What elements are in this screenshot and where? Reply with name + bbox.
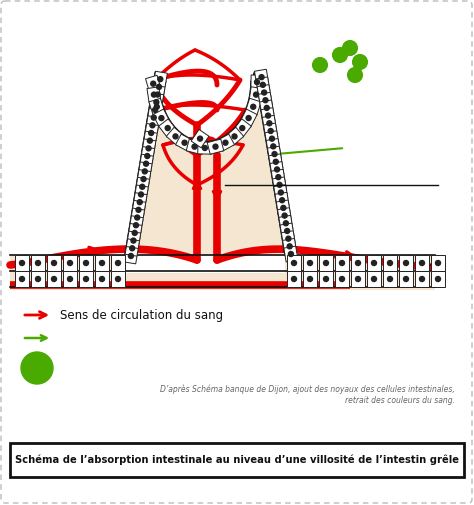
Polygon shape: [261, 108, 275, 124]
Polygon shape: [273, 177, 287, 193]
Polygon shape: [276, 200, 291, 216]
Polygon shape: [207, 139, 224, 154]
Polygon shape: [282, 231, 295, 246]
Polygon shape: [415, 271, 429, 287]
Circle shape: [100, 277, 104, 281]
Polygon shape: [95, 271, 109, 287]
Circle shape: [146, 146, 151, 151]
Polygon shape: [287, 255, 301, 271]
Circle shape: [36, 277, 40, 281]
Polygon shape: [128, 225, 142, 241]
Circle shape: [263, 97, 268, 103]
Polygon shape: [152, 79, 166, 95]
Polygon shape: [111, 255, 125, 271]
Polygon shape: [111, 271, 125, 287]
Circle shape: [276, 175, 281, 180]
Circle shape: [272, 152, 277, 157]
Polygon shape: [148, 102, 162, 118]
Circle shape: [83, 261, 89, 266]
Circle shape: [287, 244, 292, 249]
Circle shape: [278, 190, 283, 195]
Polygon shape: [383, 271, 397, 287]
Polygon shape: [260, 100, 274, 116]
Circle shape: [159, 116, 164, 121]
Polygon shape: [319, 271, 333, 287]
Polygon shape: [133, 194, 147, 210]
Polygon shape: [269, 154, 283, 170]
Circle shape: [141, 177, 146, 182]
Circle shape: [436, 261, 440, 266]
Circle shape: [142, 169, 147, 174]
Circle shape: [52, 277, 56, 281]
Polygon shape: [47, 271, 61, 287]
Polygon shape: [146, 75, 161, 92]
Circle shape: [388, 277, 392, 281]
Circle shape: [36, 261, 40, 266]
Circle shape: [313, 58, 327, 72]
Circle shape: [436, 277, 440, 281]
Circle shape: [246, 116, 251, 121]
Polygon shape: [129, 217, 143, 233]
Circle shape: [137, 199, 142, 205]
Polygon shape: [151, 87, 165, 103]
Polygon shape: [153, 71, 167, 87]
Polygon shape: [267, 146, 282, 162]
Polygon shape: [233, 119, 251, 137]
Circle shape: [21, 352, 53, 384]
Polygon shape: [186, 139, 203, 154]
Polygon shape: [143, 133, 157, 148]
Polygon shape: [31, 255, 45, 271]
Circle shape: [213, 144, 218, 149]
Polygon shape: [79, 255, 93, 271]
Circle shape: [271, 144, 276, 149]
Circle shape: [154, 104, 159, 109]
Polygon shape: [399, 255, 413, 271]
Polygon shape: [258, 92, 273, 108]
Circle shape: [372, 261, 376, 266]
Circle shape: [403, 261, 409, 266]
Circle shape: [132, 230, 137, 235]
Polygon shape: [10, 255, 435, 290]
Circle shape: [116, 261, 120, 266]
Polygon shape: [262, 115, 276, 131]
Polygon shape: [270, 162, 284, 177]
Polygon shape: [124, 248, 138, 264]
Circle shape: [149, 130, 154, 135]
Polygon shape: [15, 271, 29, 287]
Polygon shape: [284, 246, 298, 262]
Polygon shape: [257, 85, 271, 100]
Polygon shape: [399, 271, 413, 287]
Circle shape: [198, 136, 202, 141]
Polygon shape: [431, 271, 445, 287]
Circle shape: [264, 106, 269, 111]
Circle shape: [308, 277, 312, 281]
Circle shape: [19, 277, 25, 281]
Circle shape: [165, 126, 170, 131]
Polygon shape: [351, 255, 365, 271]
Circle shape: [83, 277, 89, 281]
Circle shape: [356, 261, 361, 266]
Circle shape: [52, 261, 56, 266]
Circle shape: [281, 206, 286, 211]
Circle shape: [145, 154, 150, 159]
Polygon shape: [335, 255, 349, 271]
Polygon shape: [144, 125, 158, 141]
Polygon shape: [303, 271, 317, 287]
Circle shape: [151, 81, 156, 86]
Circle shape: [353, 55, 367, 69]
Polygon shape: [265, 131, 279, 146]
Circle shape: [131, 238, 136, 243]
Polygon shape: [130, 210, 144, 225]
Polygon shape: [191, 129, 209, 148]
Circle shape: [138, 192, 144, 197]
Polygon shape: [271, 169, 285, 185]
Circle shape: [419, 277, 425, 281]
Circle shape: [144, 161, 148, 166]
Circle shape: [339, 277, 345, 281]
Polygon shape: [351, 271, 365, 287]
Polygon shape: [274, 185, 288, 200]
Polygon shape: [149, 98, 164, 115]
Circle shape: [158, 77, 163, 82]
Circle shape: [348, 68, 362, 82]
